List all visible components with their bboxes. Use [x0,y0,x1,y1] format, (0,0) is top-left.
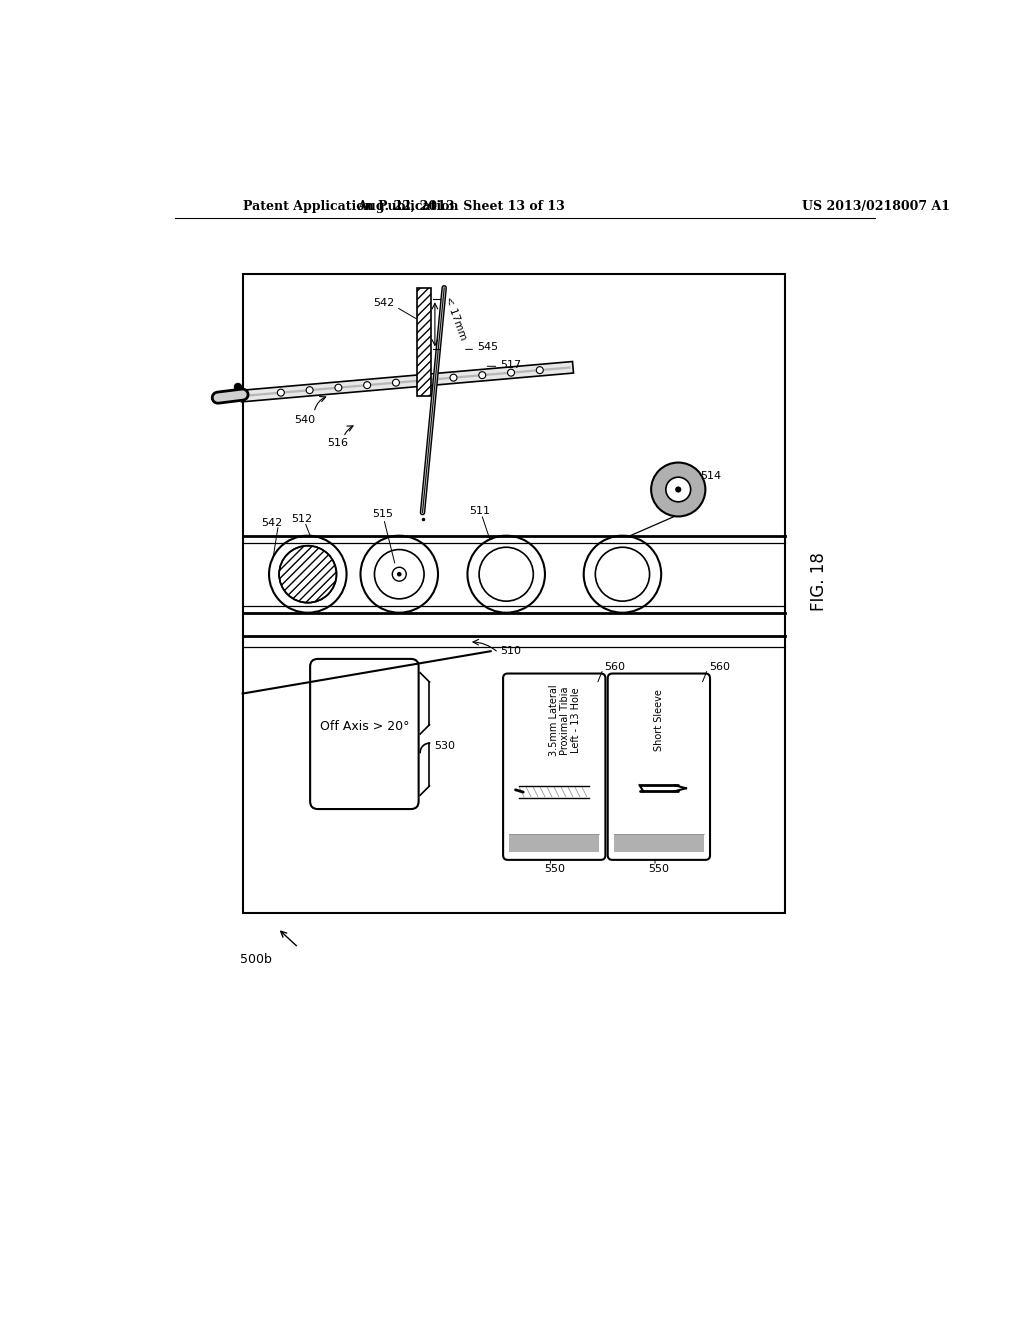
FancyBboxPatch shape [607,673,710,859]
Circle shape [421,376,428,384]
Text: 560: 560 [710,661,730,672]
Text: 500b: 500b [240,953,271,966]
Text: 511: 511 [469,506,490,516]
Circle shape [595,548,649,601]
Circle shape [392,379,399,387]
Circle shape [360,536,438,612]
Text: 530: 530 [434,741,455,751]
Circle shape [280,545,337,603]
Circle shape [584,536,662,612]
Text: Off Axis > 20°: Off Axis > 20° [319,719,410,733]
Bar [614,834,703,853]
Text: 510: 510 [500,647,521,656]
Text: 515: 515 [372,510,393,519]
Polygon shape [244,367,570,397]
Text: 514: 514 [700,471,721,480]
Bar [509,834,599,853]
Circle shape [335,384,342,391]
Text: Short Sleeve: Short Sleeve [654,689,664,751]
Circle shape [467,536,545,612]
Text: < 17mm: < 17mm [442,296,468,342]
Circle shape [269,536,346,612]
FancyBboxPatch shape [310,659,419,809]
Polygon shape [417,288,431,396]
Circle shape [278,389,285,396]
Text: Patent Application Publication: Patent Application Publication [243,199,458,213]
Text: Proximal Tibia: Proximal Tibia [560,686,570,755]
Text: US 2013/0218007 A1: US 2013/0218007 A1 [802,199,950,213]
Circle shape [479,372,485,379]
Polygon shape [241,362,573,401]
Text: 560: 560 [604,661,626,672]
Circle shape [364,381,371,388]
Bar [243,275,785,913]
Text: 550: 550 [648,865,670,874]
Text: 542: 542 [374,298,394,308]
Text: 542: 542 [261,517,283,528]
Text: 540: 540 [294,416,315,425]
Circle shape [479,548,534,601]
Text: Left - 13 Hole: Left - 13 Hole [571,688,581,754]
Circle shape [397,572,401,577]
FancyBboxPatch shape [503,673,605,859]
Text: Aug. 22, 2013  Sheet 13 of 13: Aug. 22, 2013 Sheet 13 of 13 [357,199,565,213]
Text: 512: 512 [291,513,312,524]
Text: 545: 545 [477,342,498,352]
Text: 516: 516 [327,438,348,449]
Circle shape [666,477,690,502]
Circle shape [651,462,706,516]
Circle shape [508,370,514,376]
Text: 3.5mm Lateral: 3.5mm Lateral [549,685,559,756]
Circle shape [450,374,457,381]
Text: FIG. 18: FIG. 18 [810,553,828,611]
Circle shape [392,568,407,581]
Circle shape [375,549,424,599]
Circle shape [675,486,681,492]
Text: 550: 550 [544,865,565,874]
Text: 517: 517 [500,360,521,370]
Circle shape [537,367,544,374]
Circle shape [306,387,313,393]
